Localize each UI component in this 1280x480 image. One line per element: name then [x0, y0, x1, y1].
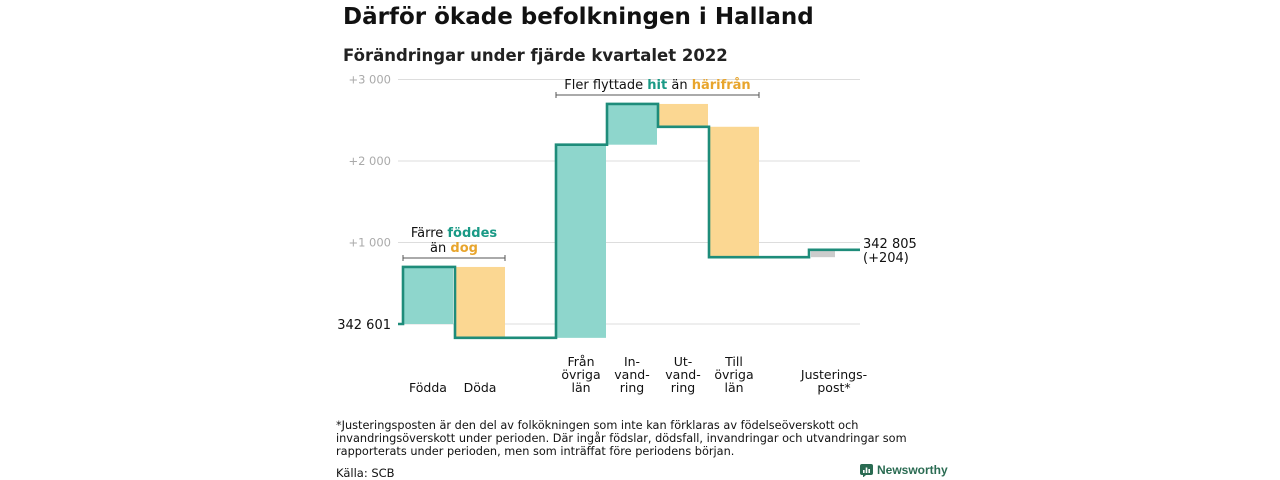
brand-name: Newsworthy — [877, 463, 948, 477]
x-tick-label: Justerings-post* — [800, 367, 867, 395]
bar-in — [607, 103, 657, 145]
end-change-label: (+204) — [863, 251, 909, 266]
bar-justerings — [811, 249, 835, 258]
chart-subtitle: Förändringar under fjärde kvartalet 2022 — [343, 46, 728, 65]
footnote: *Justeringsposten är den del av folkökni… — [336, 419, 907, 458]
y-tick-label: +3 000 — [348, 73, 391, 87]
x-tick-label: In-vand-ring — [614, 354, 649, 395]
bar-ut — [658, 103, 708, 127]
x-tick-label: Födda — [409, 380, 447, 395]
source-note: Källa: SCB — [336, 466, 395, 480]
y-tick-label: +1 000 — [348, 236, 391, 250]
x-tick-label: Ut-vand-ring — [665, 354, 700, 395]
x-tick-label: Från övriga län — [561, 354, 600, 395]
annotation-text: Färre föddes — [411, 226, 498, 241]
bar-födda — [403, 266, 453, 324]
cumulative-line — [398, 102, 860, 340]
bar-från — [556, 144, 606, 338]
annotation-text: Fler flyttade hit än härifrån — [564, 78, 750, 93]
x-tick-label: Döda — [464, 380, 497, 395]
chart-title: Därför ökade befolkningen i Halland — [343, 4, 814, 30]
newsworthy-logo-icon — [860, 463, 873, 477]
start-value-label: 342 601 — [337, 318, 391, 333]
y-tick-label: +2 000 — [348, 154, 391, 168]
x-tick-label: Till övriga län — [714, 354, 753, 395]
bar-till — [709, 126, 759, 258]
end-value-label: 342 805 — [863, 237, 917, 252]
bar-döda — [455, 266, 505, 338]
brand[interactable]: Newsworthy — [860, 463, 948, 477]
annotation-text: än dog — [430, 241, 478, 256]
